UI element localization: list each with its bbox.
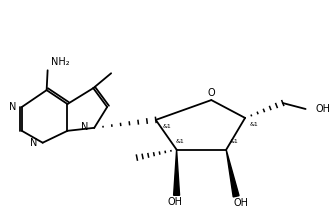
Text: N: N xyxy=(30,138,38,148)
Text: &1: &1 xyxy=(163,124,171,129)
Text: O: O xyxy=(207,88,215,98)
Text: &1: &1 xyxy=(175,139,184,144)
Text: OH: OH xyxy=(233,198,249,208)
Text: &1: &1 xyxy=(250,122,259,127)
Text: OH: OH xyxy=(167,197,182,207)
Polygon shape xyxy=(226,150,239,197)
Text: N: N xyxy=(10,102,17,112)
Polygon shape xyxy=(173,150,179,195)
Text: N: N xyxy=(81,122,88,132)
Text: &1: &1 xyxy=(230,139,238,144)
Text: NH₂: NH₂ xyxy=(51,57,69,67)
Text: OH: OH xyxy=(315,104,330,114)
